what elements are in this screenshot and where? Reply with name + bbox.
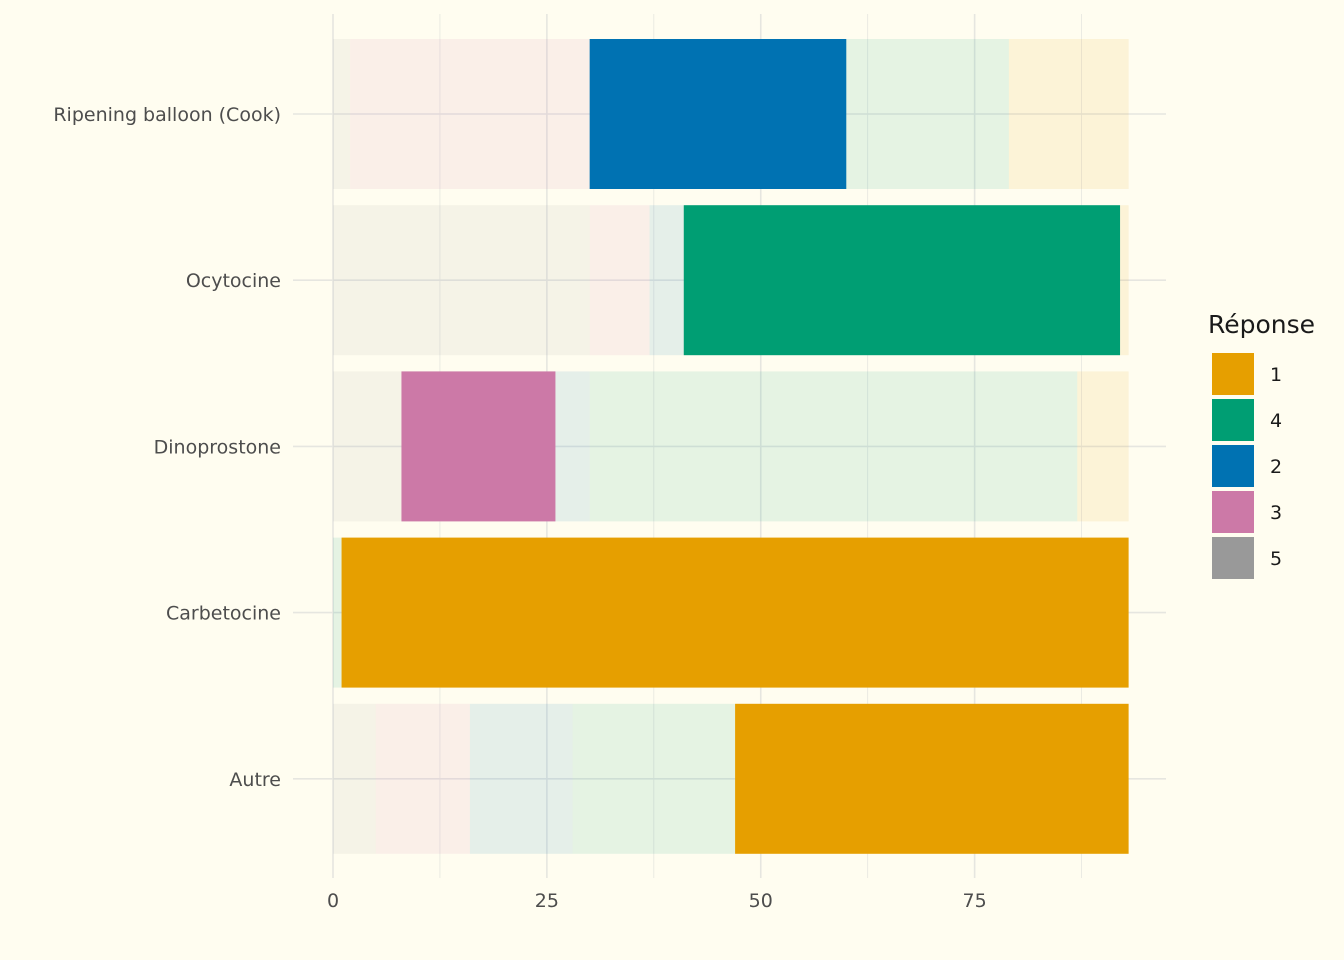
legend-title: Réponse [1208,310,1315,339]
bar-segment-3 [350,39,590,189]
legend-label: 1 [1270,364,1282,386]
legend-label: 3 [1270,502,1282,524]
bar-segment-4 [589,371,1078,522]
bar-segment-1 [341,537,1129,688]
bar-segment-1 [1008,39,1129,189]
bar-segment-2 [589,39,847,189]
bar-segment-2 [555,371,590,522]
bar-segment-3 [401,371,556,522]
x-tick-label: 75 [963,890,987,912]
y-tick-labels: Ripening balloon (Cook) Ocytocine Dinopros… [53,104,281,791]
bar-group [333,205,1129,356]
bar-group [333,39,1129,189]
bar-group [333,537,1129,688]
x-tick-labels: 0 25 50 75 [327,890,987,912]
y-tick-label: Dinoprostone [154,436,281,458]
legend-key [1212,445,1254,487]
bar-segment-5 [333,371,402,522]
legend-key [1212,353,1254,395]
x-tick-label: 50 [749,890,773,912]
bar-segment-4 [572,703,736,854]
y-tick-label: Ocytocine [186,270,281,292]
bar-segment-2 [649,205,684,356]
bar-segment-1 [1077,371,1129,522]
x-tick-label: 0 [327,890,339,912]
bar-segment-5 [333,205,590,356]
legend-key [1212,491,1254,533]
y-tick-label: Carbetocine [166,603,281,625]
bar-segment-3 [375,703,470,854]
bar-segment-4 [846,39,1009,189]
bar-segment-4 [333,537,342,688]
bar-segment-2 [469,703,573,854]
legend: Réponse 1 4 2 3 5 [1208,310,1315,579]
bars [333,39,1129,854]
x-tick-label: 25 [535,890,559,912]
bar-segment-5 [333,39,351,189]
bar-segment-4 [683,205,1121,356]
bar-segment-3 [589,205,650,356]
legend-key [1212,399,1254,441]
y-tick-label: Ripening balloon (Cook) [53,104,281,126]
legend-label: 2 [1270,456,1282,478]
y-tick-label: Autre [229,769,281,791]
bar-group [333,703,1129,854]
bar-segment-1 [1120,205,1129,356]
bar-segment-1 [735,703,1129,854]
legend-label: 4 [1270,410,1282,432]
bar-segment-5 [333,703,376,854]
legend-label: 5 [1270,548,1282,570]
legend-key [1212,537,1254,579]
bar-group [333,371,1129,522]
